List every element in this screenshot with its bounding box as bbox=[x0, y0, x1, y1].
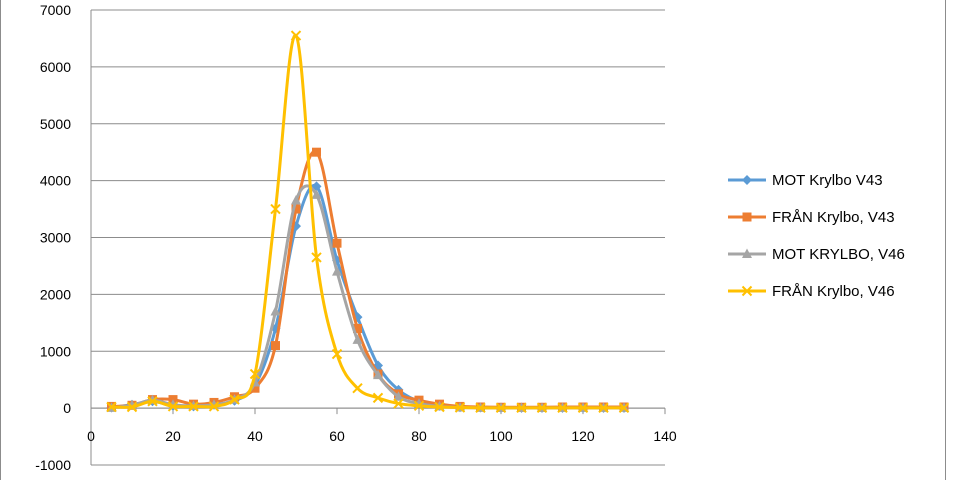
data-point bbox=[312, 147, 321, 157]
legend: MOT Krylbo V43 FRÅN Krylbo, V43 MOT KRYLBO… bbox=[728, 172, 905, 300]
y-tick-label: 4000 bbox=[40, 173, 71, 189]
data-point bbox=[495, 402, 507, 414]
data-point bbox=[311, 252, 322, 263]
legend-entry: MOT KRYLBO, V46 bbox=[728, 246, 905, 263]
data-point bbox=[393, 398, 404, 409]
data-point bbox=[454, 402, 466, 413]
y-tick-label: 1000 bbox=[40, 343, 71, 359]
data-point bbox=[250, 383, 260, 393]
data-point bbox=[270, 305, 281, 316]
data-point bbox=[618, 402, 630, 414]
data-point bbox=[577, 402, 589, 414]
data-point bbox=[290, 30, 302, 41]
data-point bbox=[271, 341, 280, 351]
legend-marker bbox=[741, 285, 753, 297]
legend-label: MOT Krylbo V43 bbox=[772, 172, 883, 189]
series-4 bbox=[106, 30, 630, 414]
x-tick-label: 20 bbox=[165, 428, 181, 444]
data-point bbox=[557, 402, 568, 414]
data-point bbox=[311, 189, 322, 199]
series-line bbox=[110, 34, 626, 410]
data-point bbox=[332, 266, 342, 276]
legend-label: FRÅN Krylbo, V46 bbox=[772, 283, 895, 300]
legend-entry: MOT Krylbo V43 bbox=[728, 172, 883, 189]
series-lines bbox=[106, 30, 630, 414]
legend-entry: FRÅN Krylbo, V43 bbox=[728, 209, 895, 226]
x-tick-label: 140 bbox=[653, 428, 677, 444]
y-tick-label: 5000 bbox=[40, 116, 71, 132]
legend-entry: FRÅN Krylbo, V46 bbox=[728, 283, 895, 300]
x-tick-label: 40 bbox=[247, 428, 263, 444]
data-point bbox=[126, 401, 138, 413]
data-point bbox=[229, 394, 240, 405]
series-1 bbox=[106, 181, 629, 413]
series-line bbox=[110, 183, 626, 410]
legend-label: FRÅN Krylbo, V43 bbox=[772, 209, 895, 226]
data-point bbox=[352, 334, 363, 344]
data-point bbox=[270, 203, 281, 215]
data-point bbox=[352, 383, 363, 394]
series-line bbox=[110, 184, 626, 410]
legend-marker bbox=[742, 212, 752, 222]
data-point bbox=[516, 402, 527, 414]
data-point bbox=[536, 402, 548, 414]
x-tick-label: 60 bbox=[329, 428, 345, 444]
y-tick-label: 0 bbox=[63, 400, 71, 416]
y-tick-label: 6000 bbox=[40, 59, 71, 75]
data-point bbox=[598, 402, 609, 414]
series-3 bbox=[106, 184, 629, 412]
data-point bbox=[393, 391, 404, 401]
y-tick-label: 2000 bbox=[40, 286, 71, 302]
legend-marker bbox=[742, 248, 752, 258]
x-tick-label: 120 bbox=[571, 428, 595, 444]
data-point bbox=[106, 401, 117, 413]
data-point bbox=[434, 401, 445, 413]
data-point bbox=[475, 402, 486, 414]
series-line bbox=[110, 150, 626, 409]
legend-label: MOT KRYLBO, V46 bbox=[772, 246, 905, 263]
data-point bbox=[291, 204, 301, 214]
y-tick-label: -1000 bbox=[35, 457, 71, 473]
data-point bbox=[208, 401, 220, 412]
data-point bbox=[188, 401, 199, 412]
x-tick-label: 100 bbox=[489, 428, 513, 444]
data-point bbox=[167, 401, 179, 412]
data-point bbox=[291, 195, 301, 205]
data-point bbox=[373, 369, 383, 380]
data-point bbox=[372, 392, 384, 404]
axes: -1000 0 1000 2000 3000 4000 5000 6000 7000 0 20 40 6… bbox=[35, 2, 677, 473]
data-point bbox=[353, 324, 362, 333]
y-tick-label: 7000 bbox=[40, 2, 71, 18]
data-point bbox=[332, 238, 342, 248]
data-point bbox=[413, 400, 425, 412]
data-point bbox=[249, 368, 261, 380]
y-tick-label: 3000 bbox=[40, 230, 71, 246]
x-tick-label: 80 bbox=[411, 428, 427, 444]
data-point bbox=[331, 348, 343, 360]
legend-marker bbox=[742, 175, 752, 185]
data-point bbox=[147, 396, 158, 407]
series-2 bbox=[107, 147, 629, 412]
x-tick-label: 0 bbox=[87, 428, 95, 444]
